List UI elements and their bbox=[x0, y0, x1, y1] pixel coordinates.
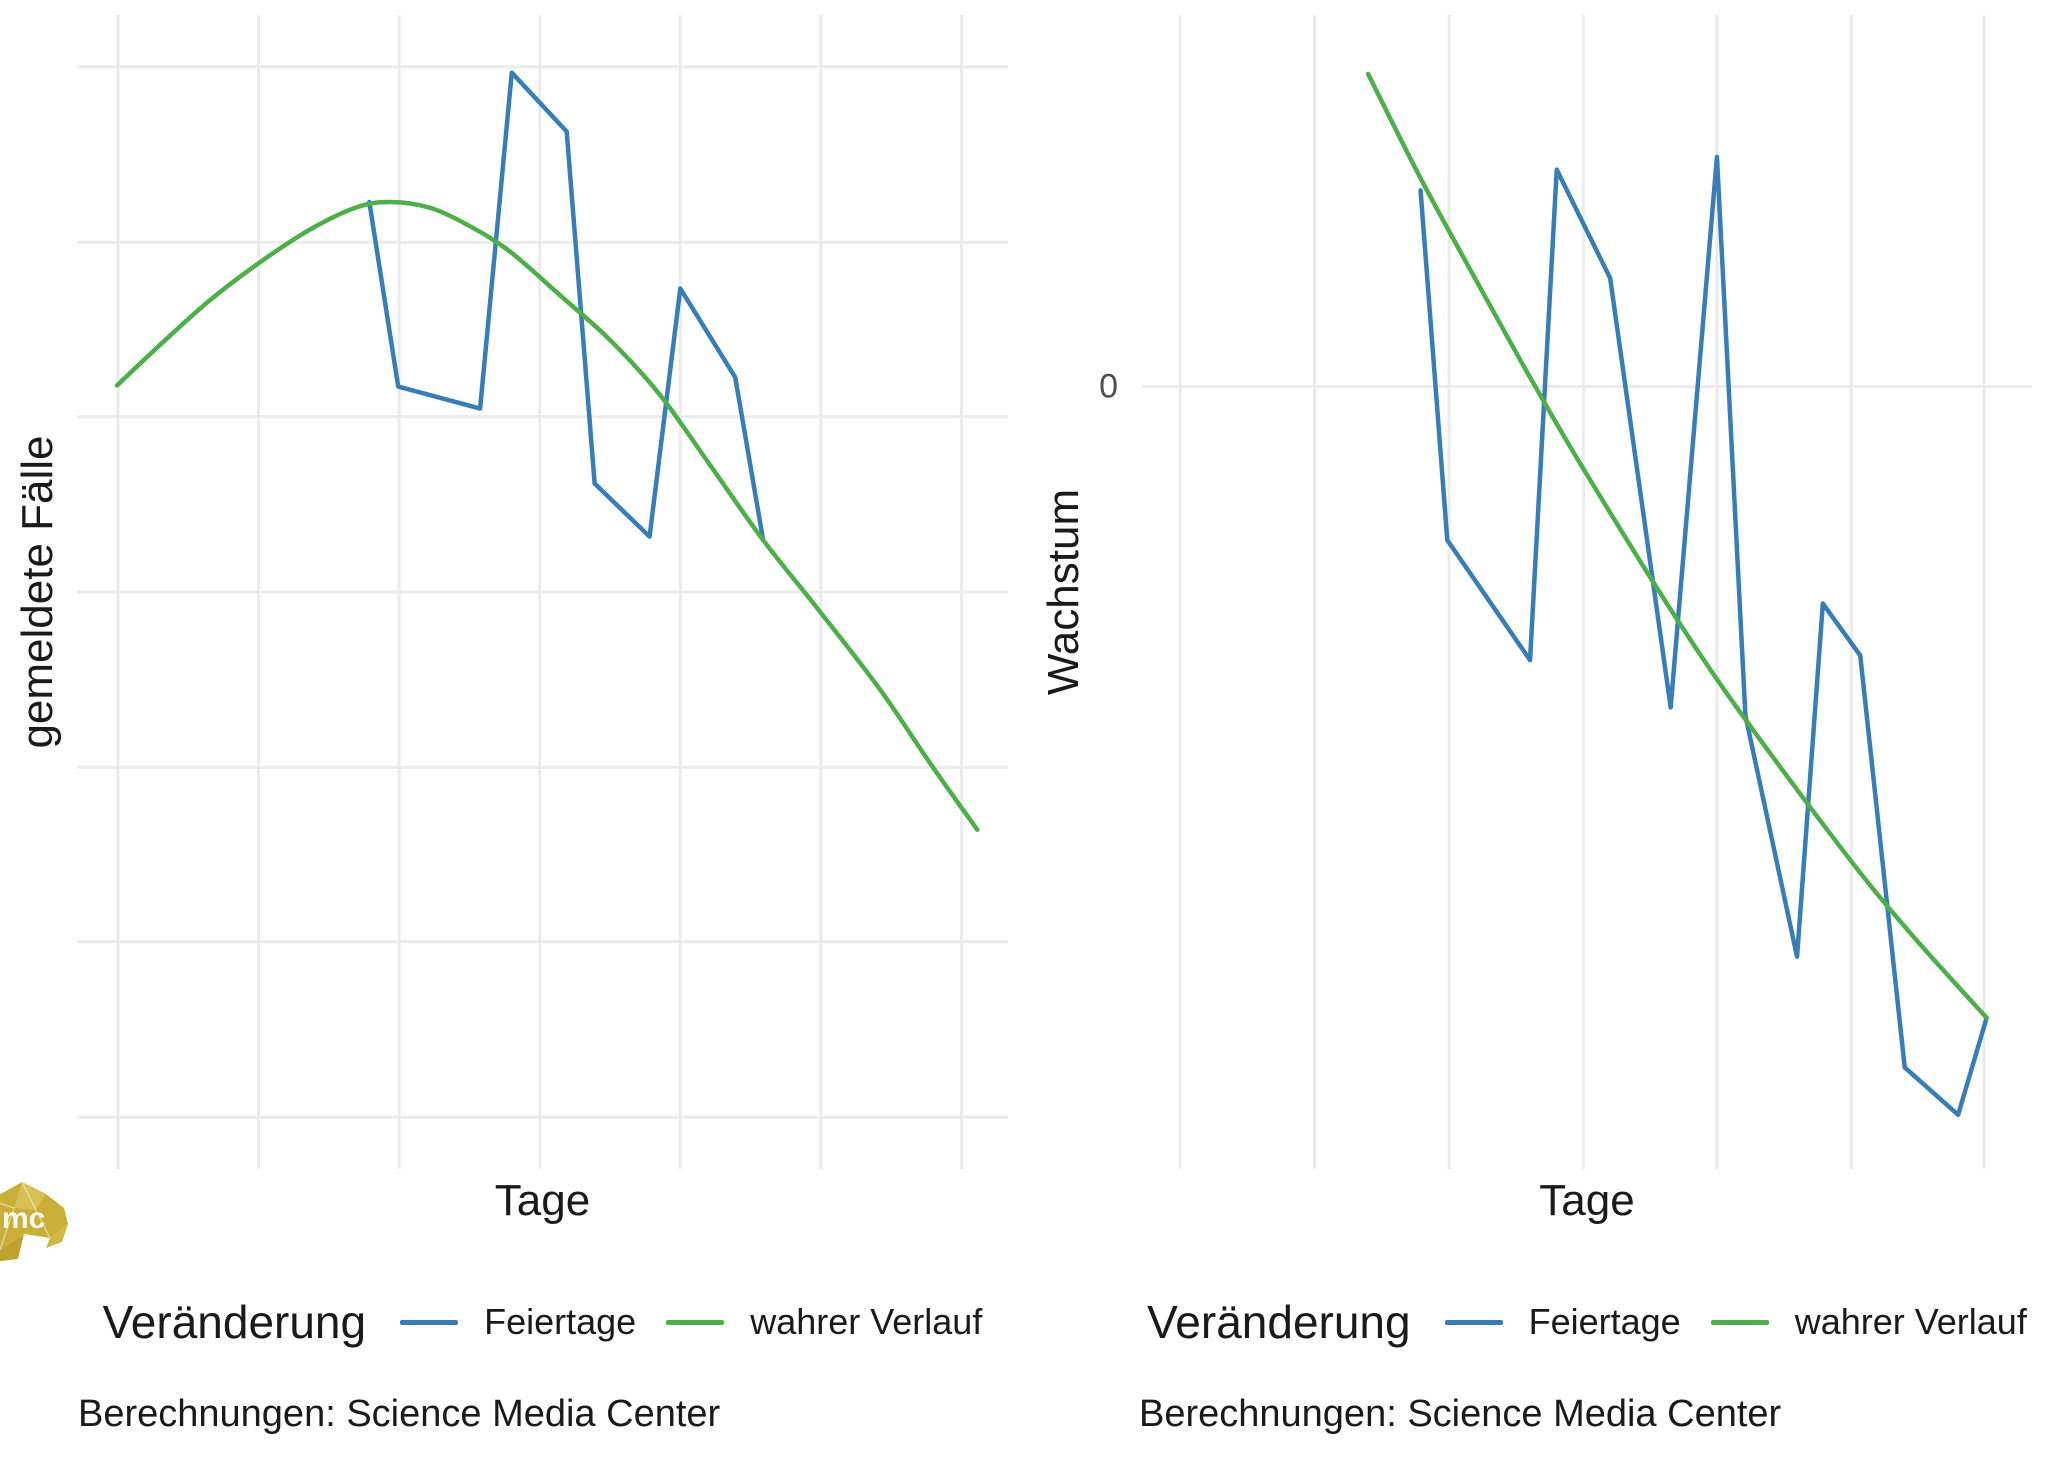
legend-label-feiertage: Feiertage bbox=[484, 1301, 637, 1342]
legend-label-wahrer-verlauf: wahrer Verlauf bbox=[750, 1301, 983, 1342]
smc-logo-text: mc bbox=[2, 1202, 45, 1235]
y-axis-title: Wachstum bbox=[1039, 488, 1088, 696]
legend-label-feiertage: Feiertage bbox=[1528, 1301, 1681, 1342]
legend: Veränderung Feiertage wahrer Verlauf bbox=[77, 1288, 1008, 1356]
plot-area: 0 bbox=[1099, 15, 2032, 1169]
legend-item-wahrer-verlauf: wahrer Verlauf bbox=[666, 1301, 982, 1343]
legend-title: Veränderung bbox=[102, 1296, 367, 1348]
y-tick-label-zero: 0 bbox=[1099, 366, 1118, 405]
legend-key-line-wahrer-verlauf bbox=[666, 1319, 725, 1325]
x-axis-title: Tage bbox=[1539, 1176, 1635, 1225]
x-axis-title: Tage bbox=[494, 1176, 591, 1225]
legend-label-wahrer-verlauf: wahrer Verlauf bbox=[1794, 1301, 2027, 1342]
legend-item-feiertage: Feiertage bbox=[1444, 1301, 1681, 1343]
legend: Veränderung Feiertage wahrer Verlauf bbox=[1142, 1288, 2032, 1356]
y-axis-title: gemeldete Fälle bbox=[13, 435, 62, 749]
line-chart bbox=[77, 15, 1008, 1169]
legend-key-line-wahrer-verlauf bbox=[1710, 1319, 1769, 1325]
legend-item-wahrer-verlauf: wahrer Verlauf bbox=[1710, 1301, 2027, 1343]
chart-panel-growth: Wachstum 0 Tage Veränderung Feiertage wa… bbox=[1024, 0, 2048, 1462]
plot-area bbox=[77, 15, 1008, 1169]
line-chart bbox=[1142, 15, 2032, 1169]
legend-item-feiertage: Feiertage bbox=[400, 1301, 636, 1343]
legend-key-line-feiertage bbox=[1444, 1319, 1503, 1325]
source-caption: Berechnungen: Science Media Center bbox=[78, 1393, 721, 1435]
legend-key-line-feiertage bbox=[400, 1319, 459, 1325]
source-caption: Berechnungen: Science Media Center bbox=[1139, 1393, 1782, 1435]
chart-panel-reported-cases: gemeldete Fälle Tage Veränderung Feierta… bbox=[13, 15, 1008, 1435]
legend-title: Veränderung bbox=[1147, 1296, 1411, 1348]
smc-logo: mc bbox=[0, 1181, 68, 1262]
